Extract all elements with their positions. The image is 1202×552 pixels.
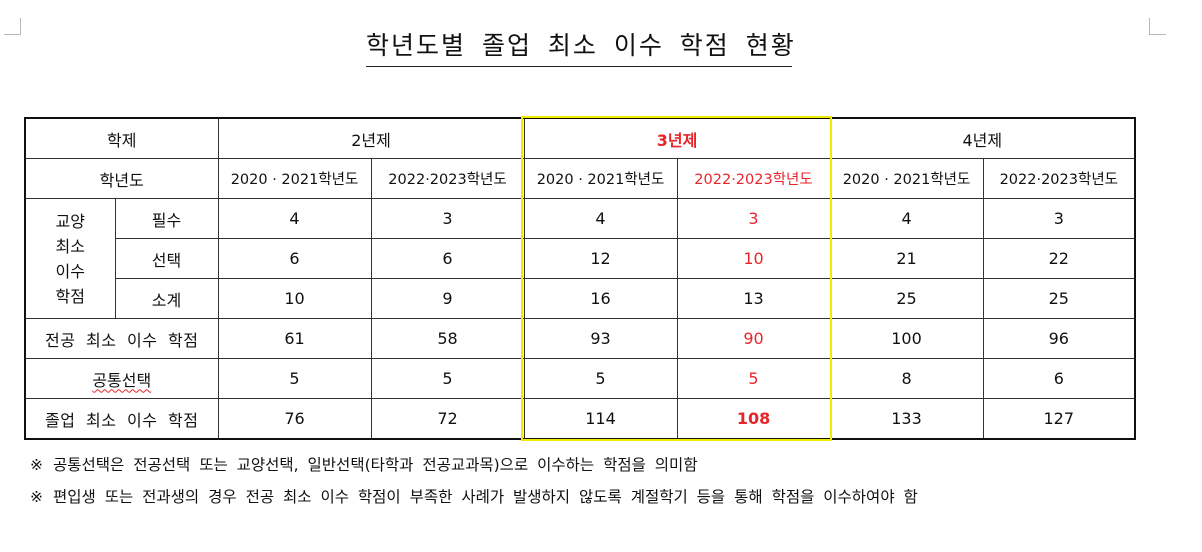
value-cell: 12 [523, 238, 678, 279]
value-cell: 100 [829, 318, 984, 359]
value-cell: 25 [982, 278, 1136, 319]
liberal-arts-group-label: 교양 최소 이수 학점 [24, 198, 116, 319]
program-header-cell: 학제 [24, 117, 219, 159]
value-cell: 6 [370, 238, 525, 279]
row-label-common: 공통선택 [24, 358, 219, 399]
value-cell: 10 [217, 278, 372, 319]
value-cell-highlight: 108 [676, 398, 831, 440]
year-4year-2020: 2020 · 2021학년도 [829, 158, 984, 199]
table-row-common: 공통선택 5 5 5 5 8 6 [24, 358, 1136, 399]
value-cell: 6 [982, 358, 1136, 399]
row-label-graduation: 졸업 최소 이수 학점 [24, 398, 219, 440]
table-row-graduation: 졸업 최소 이수 학점 76 72 114 108 133 127 [24, 398, 1136, 440]
row-label-common-text: 공통선택 [92, 370, 152, 390]
page-corner-mark-right [1149, 18, 1166, 35]
footnotes: ※ 공통선택은 전공선택 또는 교양선택, 일반선택(타학과 전공교과목)으로 이… [30, 449, 918, 513]
table-row-required: 교양 최소 이수 학점 필수 4 3 4 3 4 3 [24, 198, 1136, 319]
value-cell: 127 [982, 398, 1136, 440]
program-3year: 3년제 [523, 117, 831, 159]
value-cell: 96 [982, 318, 1136, 359]
footnote-2-text: 편입생 또는 전과생의 경우 전공 최소 이수 학점이 부족한 사례가 발생하지… [53, 488, 918, 506]
value-cell-highlight: 5 [676, 358, 831, 399]
table-row-major: 전공 최소 이수 학점 61 58 93 90 100 96 [24, 318, 1136, 359]
year-3year-2022: 2022·2023학년도 [676, 158, 831, 199]
row-label-elective: 선택 [114, 238, 219, 279]
value-cell: 133 [829, 398, 984, 440]
year-header-cell: 학년도 [24, 158, 219, 199]
year-header-row: 학년도 2020 · 2021학년도 2022·2023학년도 2020 · 2… [24, 158, 1136, 199]
value-cell: 4 [829, 198, 984, 239]
value-cell: 22 [982, 238, 1136, 279]
row-label-required: 필수 [114, 198, 219, 239]
year-2year-2020: 2020 · 2021학년도 [217, 158, 372, 199]
value-cell: 61 [217, 318, 372, 359]
liberal-arts-group-text: 교양 최소 이수 학점 [55, 211, 85, 306]
footnote-1-text: 공통선택은 전공선택 또는 교양선택, 일반선택(타학과 전공교과목)으로 이수… [53, 456, 698, 474]
year-4year-2022: 2022·2023학년도 [982, 158, 1136, 199]
value-cell: 76 [217, 398, 372, 440]
value-cell: 93 [523, 318, 678, 359]
value-cell: 6 [217, 238, 372, 279]
value-cell: 25 [829, 278, 984, 319]
year-3year-2020: 2020 · 2021학년도 [523, 158, 678, 199]
value-cell: 3 [982, 198, 1136, 239]
year-2year-2022: 2022·2023학년도 [370, 158, 525, 199]
document-title: 학년도별 졸업 최소 이수 학점 현황 [366, 28, 794, 67]
row-label-subtotal: 소계 [114, 278, 219, 319]
value-cell: 4 [523, 198, 678, 239]
value-cell: 114 [523, 398, 678, 440]
page-corner-mark-left [4, 18, 21, 35]
value-cell-highlight: 90 [676, 318, 831, 359]
program-header-row: 학제 2년제 3년제 4년제 [24, 117, 1136, 159]
value-cell: 9 [370, 278, 525, 319]
note-mark: ※ [30, 488, 43, 506]
value-cell: 5 [370, 358, 525, 399]
value-cell: 58 [370, 318, 525, 359]
value-cell-highlight: 10 [676, 238, 831, 279]
value-cell: 5 [217, 358, 372, 399]
value-cell: 13 [676, 278, 831, 319]
value-cell: 16 [523, 278, 678, 319]
value-cell: 5 [523, 358, 678, 399]
row-label-major: 전공 최소 이수 학점 [24, 318, 219, 359]
program-4year: 4년제 [829, 117, 1136, 159]
value-cell: 21 [829, 238, 984, 279]
value-cell: 4 [217, 198, 372, 239]
table-row-subtotal: 소계 10 9 16 13 25 25 [25, 278, 1136, 319]
value-cell: 72 [370, 398, 525, 440]
value-cell: 8 [829, 358, 984, 399]
table-row-elective: 선택 6 6 12 10 21 22 [25, 238, 1136, 279]
note-mark: ※ [30, 456, 43, 474]
value-cell-highlight: 3 [676, 198, 831, 239]
graduation-credits-table: 학제 2년제 3년제 4년제 학년도 2020 · 2021학년도 2022·2… [24, 117, 1137, 440]
value-cell: 3 [370, 198, 525, 239]
program-2year: 2년제 [217, 117, 525, 159]
footnote-1: ※ 공통선택은 전공선택 또는 교양선택, 일반선택(타학과 전공교과목)으로 이… [30, 449, 918, 481]
footnote-2: ※ 편입생 또는 전과생의 경우 전공 최소 이수 학점이 부족한 사례가 발생하… [30, 481, 918, 513]
